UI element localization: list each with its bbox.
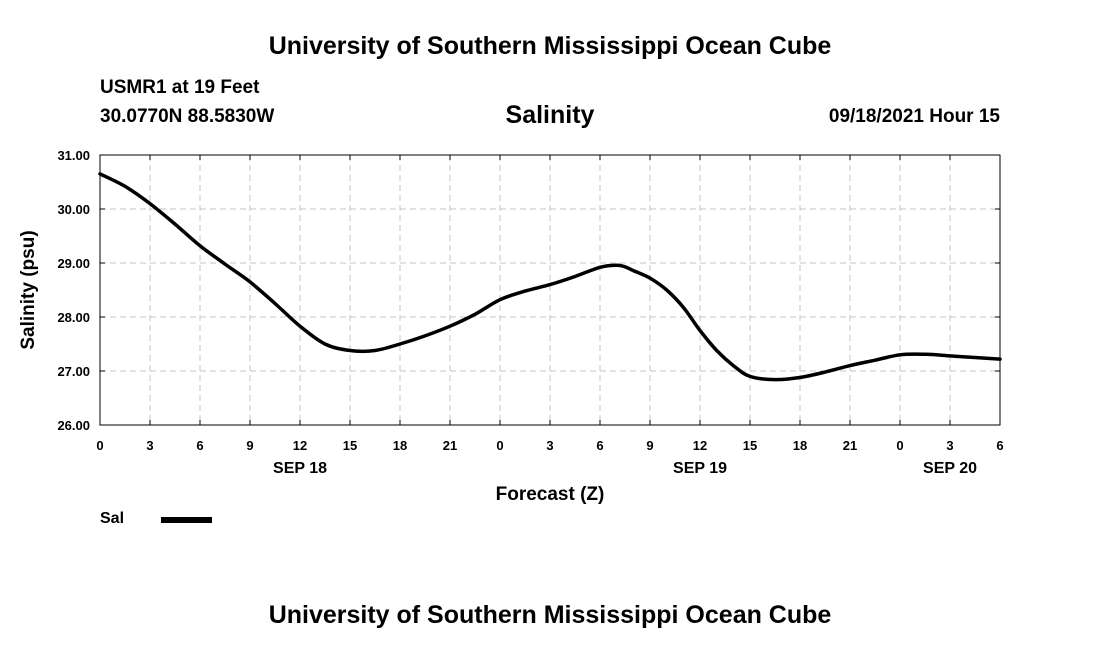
x-tick-label: 6 — [996, 438, 1003, 453]
date-label: SEP 20 — [923, 460, 977, 477]
y-tick-label: 31.00 — [57, 148, 90, 163]
x-axis-title: Forecast (Z) — [496, 484, 605, 505]
page-title: University of Southern Mississippi Ocean… — [268, 32, 832, 60]
series-line-sal — [98, 172, 1002, 382]
x-tick-label: 0 — [96, 438, 103, 453]
legend-label: Sal — [100, 510, 125, 527]
x-tick-label: 21 — [443, 438, 457, 453]
x-tick-label: 3 — [146, 438, 153, 453]
x-tick-label: 18 — [793, 438, 807, 453]
grid-layer — [100, 155, 1000, 425]
date-label: SEP 19 — [673, 460, 727, 477]
x-tick-label: 0 — [896, 438, 903, 453]
forecast-timestamp: 09/18/2021 Hour 15 — [828, 106, 1000, 127]
x-tick-label: 9 — [646, 438, 653, 453]
x-tick-label: 6 — [196, 438, 203, 453]
labels-layer: 0 3 6 9 12 15 18 21 0 3 6 9 12 15 18 21 0 3 6 26.00 27.00 28.… — [57, 148, 1003, 477]
x-tick-label: 15 — [343, 438, 357, 453]
series-layer — [98, 172, 1002, 382]
x-tick-label: 3 — [946, 438, 953, 453]
y-tick-label: 29.00 — [57, 256, 90, 271]
chart-title: Salinity — [505, 101, 595, 129]
x-tick-label: 21 — [843, 438, 857, 453]
date-label: SEP 18 — [273, 460, 327, 477]
x-tick-label: 18 — [393, 438, 407, 453]
x-tick-label: 9 — [246, 438, 253, 453]
x-tick-label: 3 — [546, 438, 553, 453]
station-label: USMR1 at 19 Feet — [100, 77, 260, 98]
x-tick-label: 15 — [743, 438, 757, 453]
y-tick-label: 27.00 — [57, 364, 90, 379]
x-tick-label: 12 — [693, 438, 707, 453]
x-tick-label: 6 — [596, 438, 603, 453]
legend-line-swatch — [161, 517, 212, 523]
x-tick-label: 0 — [496, 438, 503, 453]
y-tick-label: 26.00 — [57, 418, 90, 433]
footer-title: University of Southern Mississippi Ocean… — [268, 601, 832, 629]
y-axis-title: Salinity (psu) — [18, 230, 39, 349]
x-tick-label: 12 — [293, 438, 307, 453]
ticks-layer — [99, 154, 1001, 426]
y-tick-label: 28.00 — [57, 310, 90, 325]
station-coordinates: 30.0770N 88.5830W — [100, 106, 275, 127]
y-tick-label: 30.00 — [57, 202, 90, 217]
